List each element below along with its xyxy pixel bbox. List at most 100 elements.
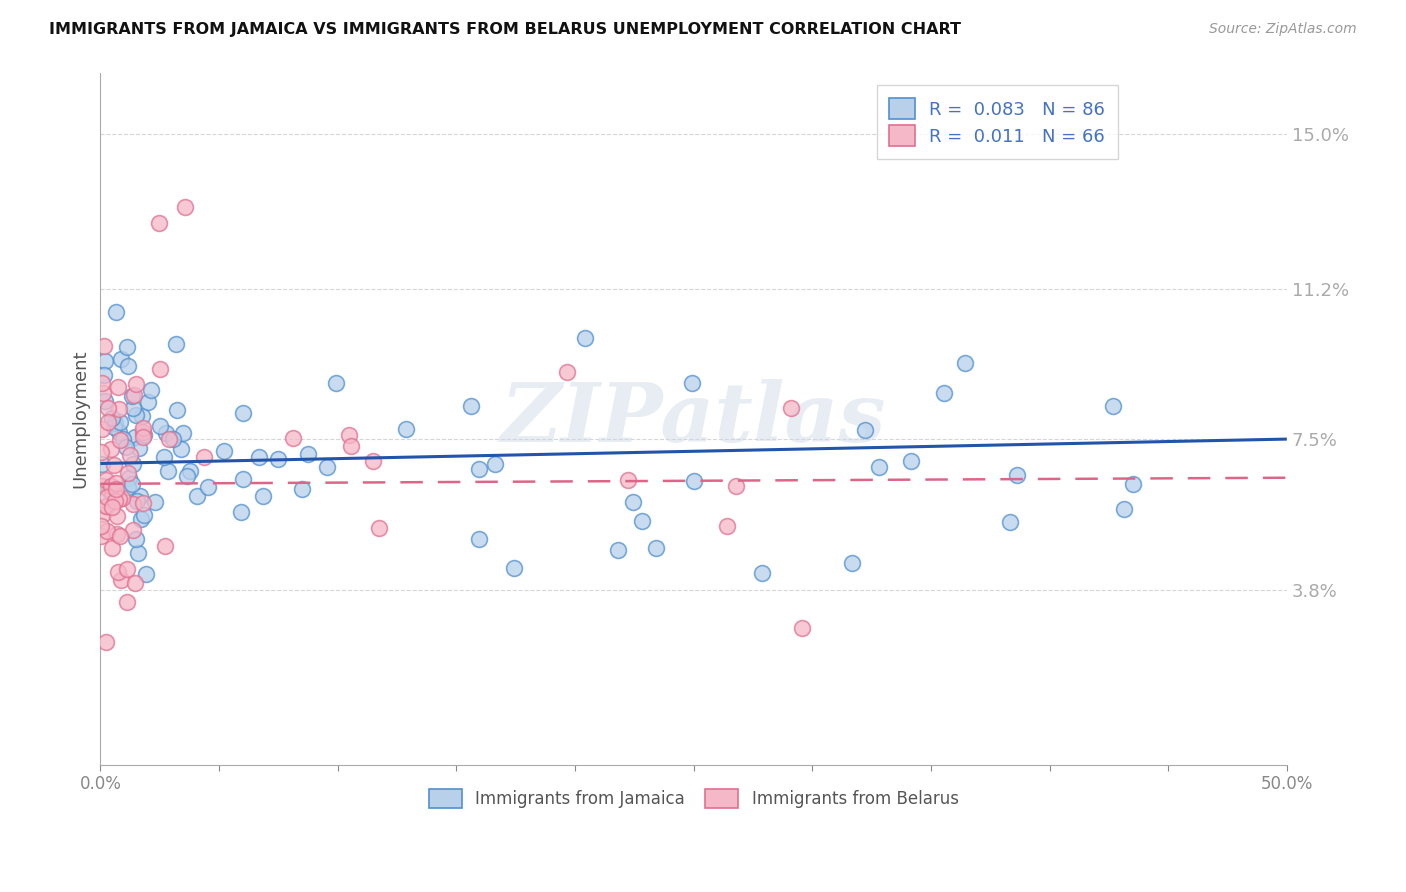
- Point: [751, 566, 773, 580]
- Point: [998, 515, 1021, 529]
- Text: Source: ZipAtlas.com: Source: ZipAtlas.com: [1209, 22, 1357, 37]
- Point: [127, 545, 149, 559]
- Point: [149, 419, 172, 434]
- Point: [868, 460, 890, 475]
- Point: [108, 425, 131, 439]
- Point: [229, 505, 252, 519]
- Point: [162, 433, 184, 447]
- Point: [97, 415, 120, 429]
- Point: [117, 467, 139, 481]
- Point: [121, 389, 143, 403]
- Point: [96, 524, 118, 538]
- Point: [91, 376, 114, 390]
- Point: [115, 440, 138, 454]
- Point: [368, 521, 391, 535]
- Point: [97, 483, 120, 497]
- Point: [468, 532, 491, 546]
- Point: [118, 449, 141, 463]
- Text: IMMIGRANTS FROM JAMAICA VS IMMIGRANTS FROM BELARUS UNEMPLOYMENT CORRELATION CHAR: IMMIGRANTS FROM JAMAICA VS IMMIGRANTS FR…: [49, 22, 962, 37]
- Point: [395, 422, 418, 436]
- Point: [131, 409, 153, 423]
- Point: [484, 457, 506, 471]
- Point: [247, 450, 270, 464]
- Point: [281, 431, 304, 445]
- Point: [100, 479, 122, 493]
- Point: [166, 403, 188, 417]
- Point: [134, 428, 156, 442]
- Point: [644, 541, 666, 555]
- Point: [631, 514, 654, 528]
- Point: [108, 433, 131, 447]
- Point: [105, 483, 128, 497]
- Point: [1112, 501, 1135, 516]
- Point: [134, 508, 156, 522]
- Point: [153, 450, 176, 464]
- Point: [574, 331, 596, 345]
- Point: [93, 339, 115, 353]
- Point: [1122, 477, 1144, 491]
- Point: [118, 471, 141, 485]
- Point: [110, 574, 132, 588]
- Point: [94, 473, 117, 487]
- Point: [361, 454, 384, 468]
- Text: ZIPatlas: ZIPatlas: [501, 379, 886, 458]
- Point: [111, 433, 134, 447]
- Point: [124, 576, 146, 591]
- Point: [108, 415, 131, 429]
- Point: [135, 567, 157, 582]
- Point: [555, 365, 578, 379]
- Point: [107, 379, 129, 393]
- Point: [617, 473, 640, 487]
- Point: [115, 562, 138, 576]
- Point: [104, 417, 127, 431]
- Point: [315, 460, 337, 475]
- Point: [131, 511, 153, 525]
- Point: [1102, 399, 1125, 413]
- Point: [90, 445, 112, 459]
- Point: [157, 432, 180, 446]
- Point: [156, 464, 179, 478]
- Point: [108, 529, 131, 543]
- Point: [122, 387, 145, 401]
- Point: [125, 493, 148, 508]
- Point: [103, 458, 125, 472]
- Point: [111, 491, 134, 505]
- Point: [117, 340, 139, 354]
- Point: [94, 354, 117, 368]
- Point: [91, 422, 114, 436]
- Point: [841, 556, 863, 570]
- Point: [169, 442, 191, 457]
- Point: [122, 401, 145, 415]
- Point: [90, 529, 112, 543]
- Point: [121, 477, 143, 491]
- Point: [108, 401, 131, 416]
- Point: [121, 497, 143, 511]
- Point: [291, 482, 314, 496]
- Point: [94, 394, 117, 409]
- Point: [503, 560, 526, 574]
- Point: [683, 474, 706, 488]
- Point: [176, 469, 198, 483]
- Point: [101, 500, 124, 514]
- Point: [143, 495, 166, 509]
- Point: [115, 595, 138, 609]
- Point: [460, 400, 482, 414]
- Point: [214, 444, 236, 458]
- Point: [148, 217, 170, 231]
- Point: [132, 425, 155, 439]
- Point: [96, 499, 118, 513]
- Point: [125, 376, 148, 391]
- Point: [136, 395, 159, 409]
- Point: [153, 540, 176, 554]
- Point: [128, 442, 150, 456]
- Point: [155, 425, 177, 440]
- Point: [186, 489, 208, 503]
- Point: [193, 450, 215, 464]
- Point: [172, 426, 194, 441]
- Point: [131, 421, 153, 435]
- Point: [790, 621, 813, 635]
- Point: [132, 496, 155, 510]
- Point: [900, 454, 922, 468]
- Point: [149, 361, 172, 376]
- Point: [339, 439, 361, 453]
